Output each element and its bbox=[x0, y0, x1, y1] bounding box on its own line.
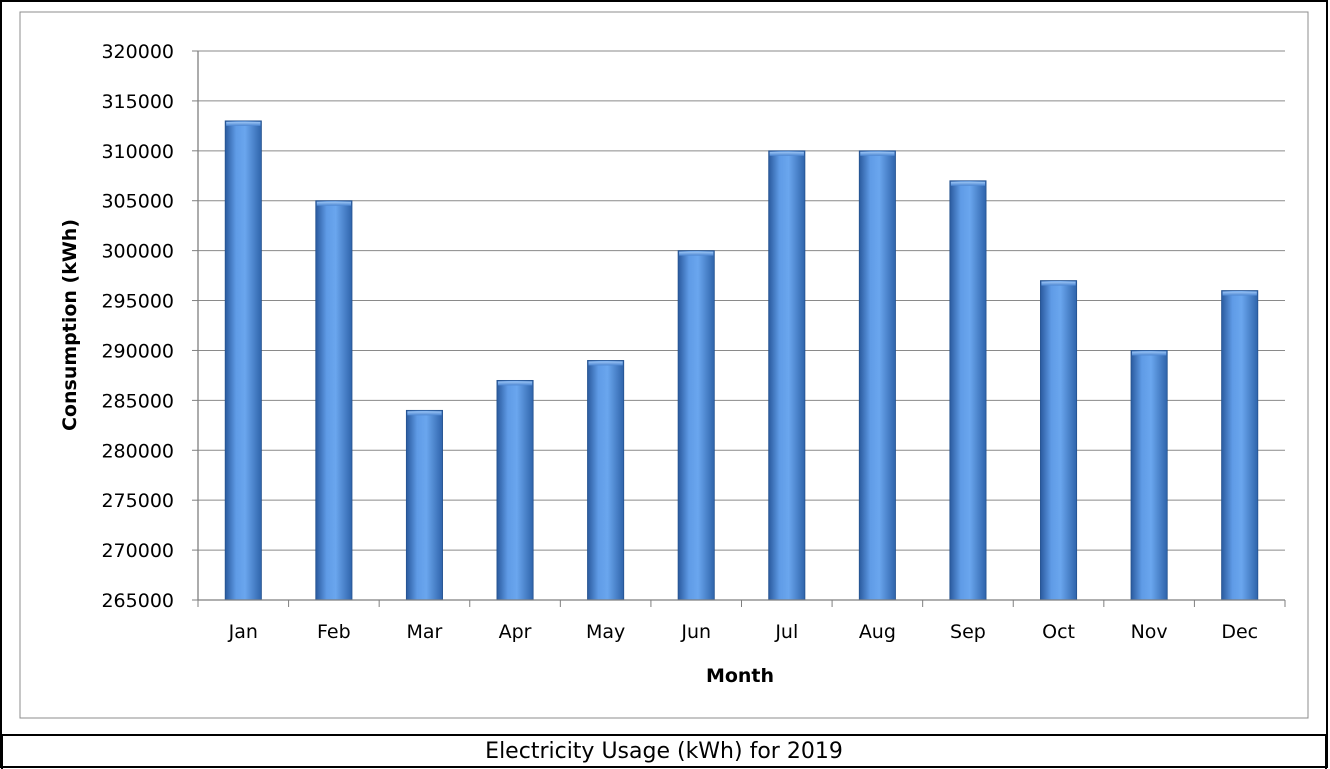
bar-highlight bbox=[1222, 291, 1257, 296]
x-tick-label: Aug bbox=[859, 621, 896, 643]
bar-highlight bbox=[679, 251, 714, 256]
bar-highlight bbox=[588, 361, 623, 366]
y-tick-label: 305000 bbox=[101, 191, 174, 213]
y-tick-label: 285000 bbox=[101, 390, 174, 412]
bar-aug bbox=[858, 150, 896, 601]
x-tick-label: Jul bbox=[774, 621, 798, 643]
x-axis-title: Month bbox=[706, 665, 774, 687]
x-tick-label: Apr bbox=[499, 621, 532, 643]
bar-highlight bbox=[1041, 281, 1076, 286]
bar-highlight bbox=[226, 121, 261, 126]
y-tick-label: 280000 bbox=[101, 440, 174, 462]
y-tick-label: 290000 bbox=[101, 340, 174, 362]
y-axis-title: Consumption (kWh) bbox=[59, 219, 81, 431]
chart-caption: Electricity Usage (kWh) for 2019 bbox=[485, 739, 843, 764]
bar-highlight bbox=[860, 151, 895, 156]
bar-highlight bbox=[407, 411, 442, 416]
y-tick-label: 270000 bbox=[101, 540, 174, 562]
y-tick-label: 310000 bbox=[101, 141, 174, 163]
bar-highlight bbox=[1132, 351, 1167, 356]
bar-sep bbox=[949, 180, 987, 601]
bar-highlight bbox=[316, 201, 351, 206]
x-tick-label: Jan bbox=[228, 621, 258, 643]
x-tick-label: Oct bbox=[1042, 621, 1075, 643]
x-tick-label: Feb bbox=[317, 621, 351, 643]
bar-mar bbox=[405, 409, 443, 601]
y-tick-label: 315000 bbox=[101, 91, 174, 113]
y-tick-label: 300000 bbox=[101, 241, 174, 263]
x-tick-label: May bbox=[586, 621, 625, 643]
bar-jun bbox=[677, 250, 715, 601]
bar-feb bbox=[315, 200, 353, 601]
caption-box: Electricity Usage (kWh) for 2019 bbox=[1, 735, 1327, 769]
x-tick-label: Sep bbox=[950, 621, 986, 643]
bar-oct bbox=[1040, 280, 1078, 601]
bar-jan bbox=[224, 120, 262, 601]
tick-labels: 265000 270000 275000 280000 285000 290000 2950… bbox=[101, 41, 1258, 643]
bar-dec bbox=[1221, 290, 1259, 601]
bar-nov bbox=[1130, 350, 1168, 601]
bar-highlight bbox=[497, 381, 533, 386]
bar-highlight bbox=[950, 181, 986, 186]
bars bbox=[224, 120, 1259, 601]
x-tick-label: Jun bbox=[680, 621, 711, 643]
y-tick-label: 265000 bbox=[101, 590, 174, 612]
chart-area-border bbox=[19, 11, 1309, 719]
x-tick-label: Dec bbox=[1221, 621, 1258, 643]
bar-jul bbox=[768, 150, 806, 601]
bar-may bbox=[587, 360, 625, 601]
x-tick-label: Nov bbox=[1131, 621, 1168, 643]
bar-apr bbox=[496, 379, 534, 601]
y-tick-label: 295000 bbox=[101, 291, 174, 313]
y-tick-label: 320000 bbox=[101, 41, 174, 63]
bar-highlight bbox=[769, 151, 804, 156]
gridlines bbox=[198, 50, 1285, 551]
x-tick-label: Mar bbox=[407, 621, 443, 643]
y-tick-label: 275000 bbox=[101, 490, 174, 512]
axes bbox=[192, 50, 1286, 607]
